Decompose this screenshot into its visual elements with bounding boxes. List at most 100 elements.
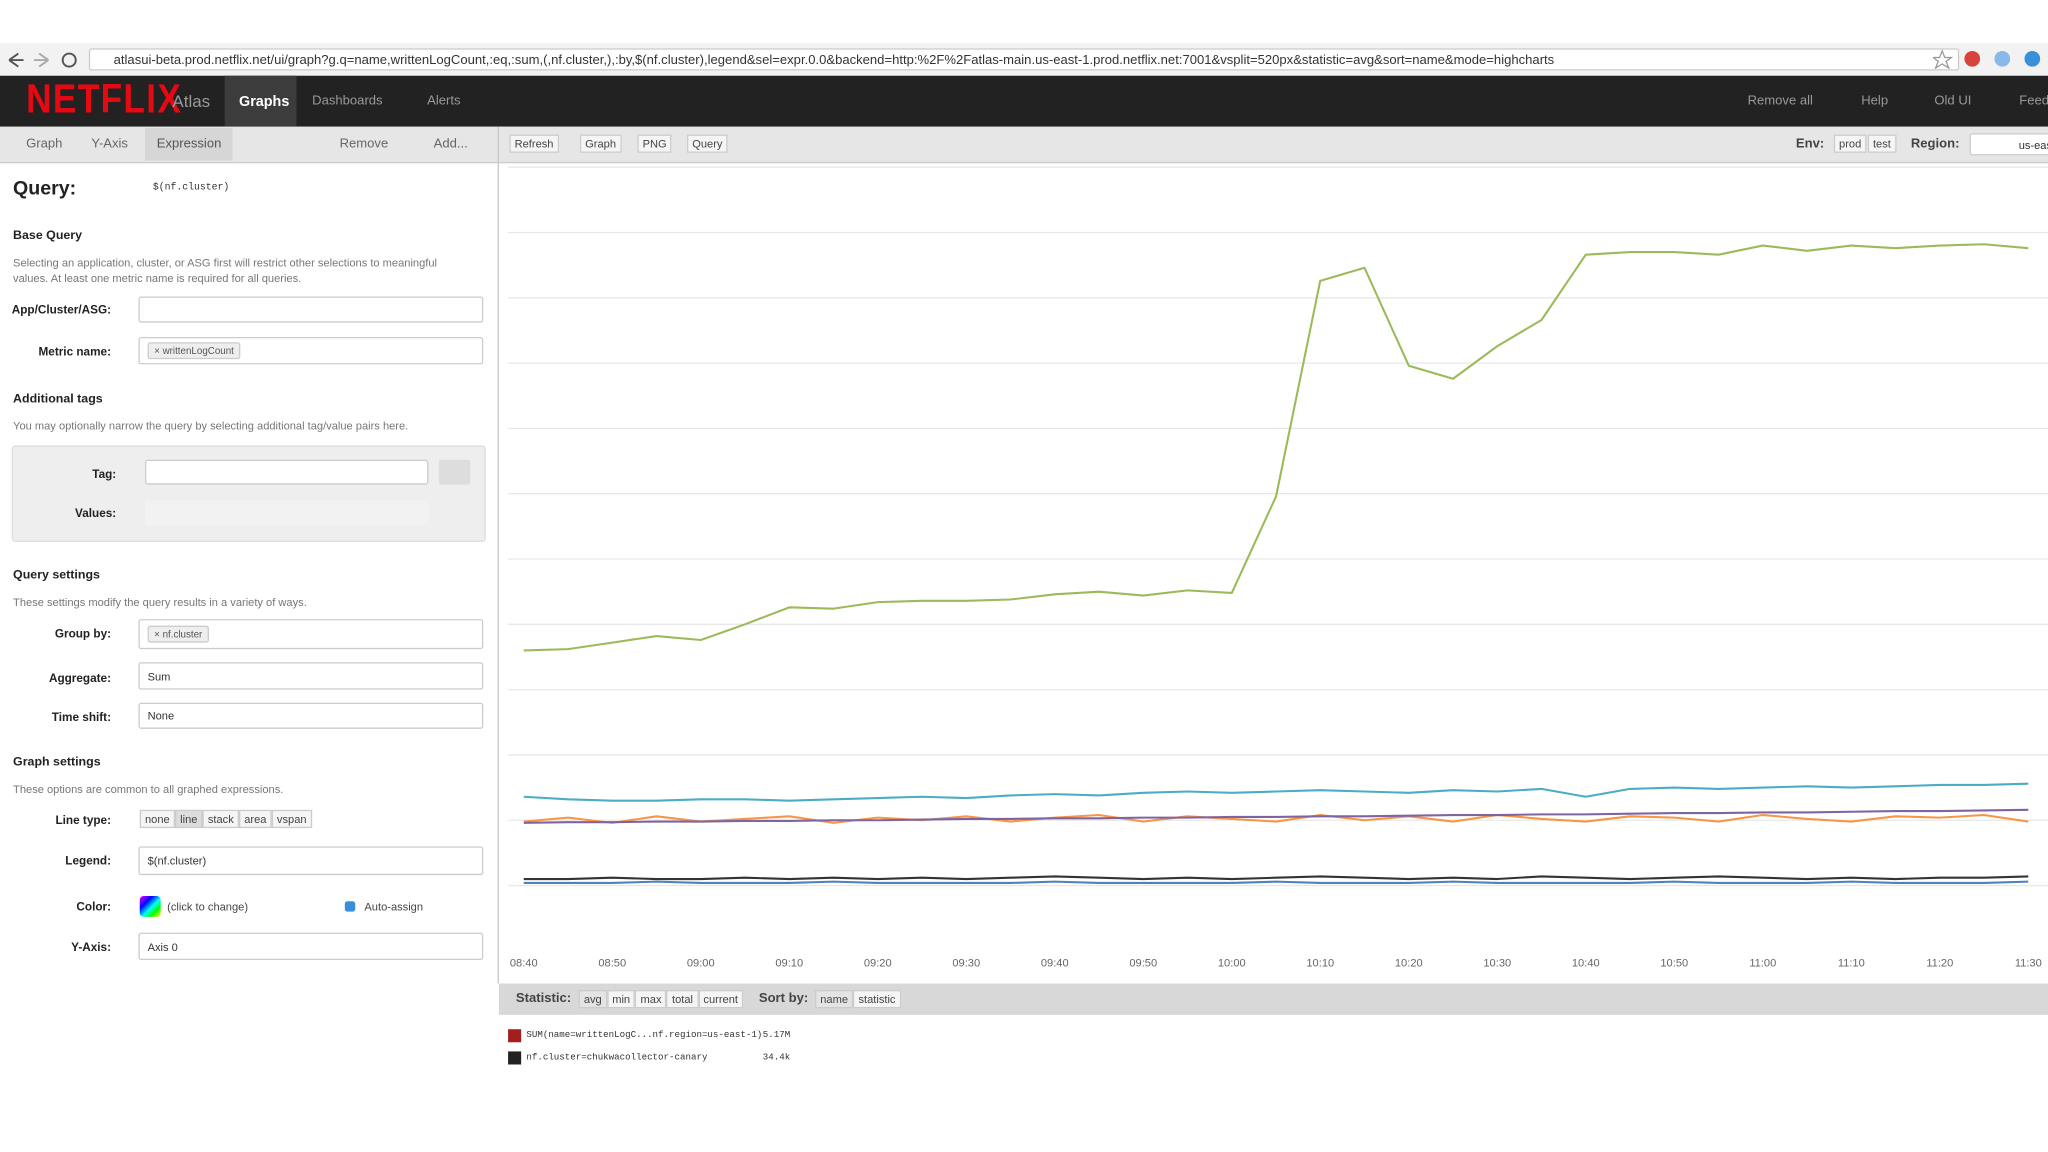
line-type-option[interactable]: area <box>239 809 272 829</box>
x-tick-label: 10:00 <box>1218 958 1246 970</box>
statistic-group: avg min max total current <box>578 990 744 1009</box>
add-button[interactable]: Add... <box>433 137 468 152</box>
statistic-option[interactable]: max <box>635 990 667 1009</box>
metric-token-text: writtenLogCount <box>162 344 234 357</box>
x-tick-label: 10:10 <box>1306 958 1334 970</box>
section-desc: Selecting an application, cluster, or AS… <box>13 255 437 285</box>
header-action[interactable]: Remove all <box>1747 94 1813 109</box>
stats-bar <box>498 983 2048 1015</box>
section-desc: These settings modify the query results … <box>13 595 307 609</box>
statistic-option[interactable]: avg <box>578 990 607 1009</box>
toolbar <box>0 126 2048 164</box>
line-type-option[interactable]: none <box>139 809 175 829</box>
x-tick-label: 10:40 <box>1572 958 1600 970</box>
browser-nav-icons[interactable] <box>5 50 83 71</box>
env-option[interactable]: test <box>1867 134 1897 153</box>
sort-option[interactable]: statistic <box>853 990 901 1009</box>
region-label: Region: <box>1910 137 1960 152</box>
field-label: App/Cluster/ASG: <box>11 303 112 317</box>
group-input[interactable]: × nf.cluster <box>138 619 484 650</box>
tab[interactable]: Y-Axis <box>91 137 128 152</box>
legend-name: SUM(name=writtenLogC...nf.region=us-east… <box>526 1030 763 1041</box>
region-select[interactable]: us-east-1 <box>1969 133 2048 156</box>
section-title: Query settings <box>13 568 100 583</box>
auto-label[interactable]: Auto-assign <box>364 899 424 913</box>
x-tick-label: 11:20 <box>1926 958 1953 970</box>
section-title: Base Query <box>13 228 83 243</box>
legend-swatch <box>508 1051 522 1065</box>
series-line <box>523 243 2029 652</box>
header-action[interactable]: Old UI <box>1934 94 1972 109</box>
browser-extension-icons <box>1933 49 2041 70</box>
color-hint[interactable]: (click to change) <box>167 899 249 913</box>
auto-checkbox[interactable] <box>344 901 356 912</box>
x-tick-label: 09:20 <box>864 958 892 970</box>
nav-item[interactable]: Graphs <box>239 94 290 110</box>
tab[interactable]: Graph <box>26 137 63 152</box>
nav-item[interactable]: Alerts <box>427 94 461 109</box>
x-tick-label: 09:30 <box>952 958 980 970</box>
nav-item[interactable]: Atlas <box>172 91 211 112</box>
shift-select[interactable]: None <box>138 702 484 729</box>
logo[interactable]: NETFLIX <box>26 76 183 122</box>
field-label: Line type: <box>55 813 112 827</box>
series-line <box>523 813 2029 824</box>
nav-active-bg <box>224 75 297 127</box>
x-tick-label: 10:50 <box>1660 958 1688 970</box>
statistic-label: Statistic: <box>515 991 572 1006</box>
x-tick-label: 09:40 <box>1041 958 1069 970</box>
metric-input[interactable]: × writtenLogCount <box>138 336 484 365</box>
line-type-option[interactable]: line <box>174 809 203 829</box>
header-action[interactable]: Help <box>1861 94 1889 109</box>
x-tick-label: 11:00 <box>1749 958 1776 970</box>
legend-input[interactable]: $(nf.cluster) <box>138 846 484 876</box>
tag-select[interactable] <box>144 459 429 485</box>
color-swatch[interactable] <box>139 895 161 917</box>
env-option[interactable]: prod <box>1833 134 1867 153</box>
statistic-option[interactable]: min <box>606 990 636 1009</box>
query-expr: $(nf.cluster) <box>152 182 230 194</box>
toolbar-button[interactable]: Refresh <box>509 134 559 153</box>
toolbar-button[interactable]: Graph <box>579 134 622 153</box>
field-label: Group by: <box>54 626 112 640</box>
x-tick-label: 10:30 <box>1483 958 1511 970</box>
toolbar-button[interactable]: PNG <box>637 134 672 153</box>
field-label: Metric name: <box>38 344 112 358</box>
nav-item[interactable]: Dashboards <box>312 94 383 109</box>
field-label: Color: <box>76 899 112 913</box>
series-line <box>523 880 2029 884</box>
x-tick-label: 08:40 <box>510 958 538 970</box>
tab-active[interactable]: Expression <box>144 127 234 161</box>
x-tick-label: 08:50 <box>598 958 626 970</box>
field-label: Legend: <box>65 854 112 868</box>
series-line <box>523 875 2029 881</box>
axis-select[interactable]: Axis 0 <box>138 932 484 960</box>
legend-name: nf.cluster=chukwacollector-canary <box>526 1052 708 1064</box>
legend-value: 34.4k <box>762 1052 791 1064</box>
field-label: Values: <box>75 506 117 520</box>
values-input[interactable] <box>144 500 429 526</box>
line-type-option[interactable]: stack <box>202 809 240 829</box>
app-input[interactable] <box>138 296 484 323</box>
sort-option[interactable]: name <box>815 990 854 1009</box>
tag-delete[interactable] <box>438 459 471 485</box>
sort-label: Sort by: <box>758 991 809 1006</box>
sort-group: name statistic <box>815 990 901 1009</box>
section-title: Graph settings <box>13 754 101 770</box>
statistic-option[interactable]: current <box>698 990 744 1009</box>
toolbar-button[interactable]: Query <box>687 134 728 153</box>
x-tick-label: 10:20 <box>1395 958 1423 970</box>
remove-button[interactable]: Remove <box>339 137 389 152</box>
header-action[interactable]: Feedback <box>2019 94 2048 109</box>
legend-swatch <box>508 1029 522 1043</box>
statistic-option[interactable]: total <box>666 990 699 1009</box>
metric-token[interactable]: × writtenLogCount <box>147 342 241 360</box>
url-bar[interactable]: atlasui-beta.prod.netflix.net/ui/graph?g… <box>88 48 1960 71</box>
x-tick-label: 09:00 <box>687 958 715 970</box>
line-type-option[interactable]: vspan <box>271 809 312 829</box>
header <box>0 75 2048 127</box>
x-tick-label: 09:10 <box>775 958 803 970</box>
aggregate-select[interactable]: Sum <box>138 662 484 690</box>
group-token[interactable]: × nf.cluster <box>147 625 209 643</box>
